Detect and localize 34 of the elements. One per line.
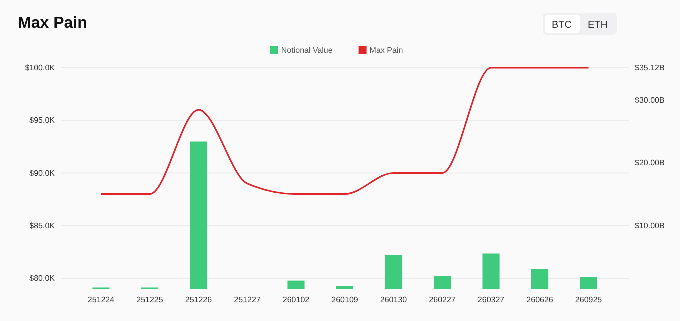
bar	[531, 269, 549, 289]
bar	[385, 255, 402, 289]
text: BTC	[552, 20, 572, 31]
line-series	[100, 67, 590, 196]
y2-tick-label: $30.00B	[635, 96, 665, 105]
bar	[482, 254, 500, 289]
x-tick-label: 260109	[332, 296, 359, 305]
legend-label: Max Pain	[370, 46, 404, 55]
y2-tick-label: $35.12B	[635, 64, 665, 73]
chart-title: Max Pain	[18, 15, 88, 32]
bar	[336, 286, 354, 289]
x-tick-label: 260130	[380, 296, 408, 305]
bar	[190, 142, 208, 289]
x-tick-label: 260626	[526, 296, 554, 305]
x-tick-label: 260102	[282, 296, 310, 305]
y-tick-label: $80.0K	[30, 274, 56, 284]
text: ETH	[588, 20, 608, 31]
y2-tick-label: $20.00B	[635, 158, 665, 168]
x-tick-label: 251226	[185, 296, 213, 305]
bar	[434, 276, 452, 289]
bar	[288, 280, 305, 289]
x-tick-label: 251227	[234, 296, 262, 305]
y-tick-label: $95.0K	[30, 116, 56, 126]
y-tick-label: $90.0K	[30, 168, 56, 178]
x-tick-label: 260925	[575, 296, 603, 305]
y2-tick-label: $10.00B	[635, 222, 665, 231]
x-tick-label: 251224	[88, 296, 116, 305]
y-tick-label: $85.0K	[30, 221, 56, 230]
x-tick-label: 251225	[136, 296, 164, 305]
y-tick-label: $100.0K	[25, 64, 56, 73]
legend-label: Notional Value	[281, 46, 334, 55]
x-tick-label: 260327	[478, 296, 506, 305]
bar	[580, 277, 598, 289]
x-tick-label: 260227	[429, 296, 456, 305]
